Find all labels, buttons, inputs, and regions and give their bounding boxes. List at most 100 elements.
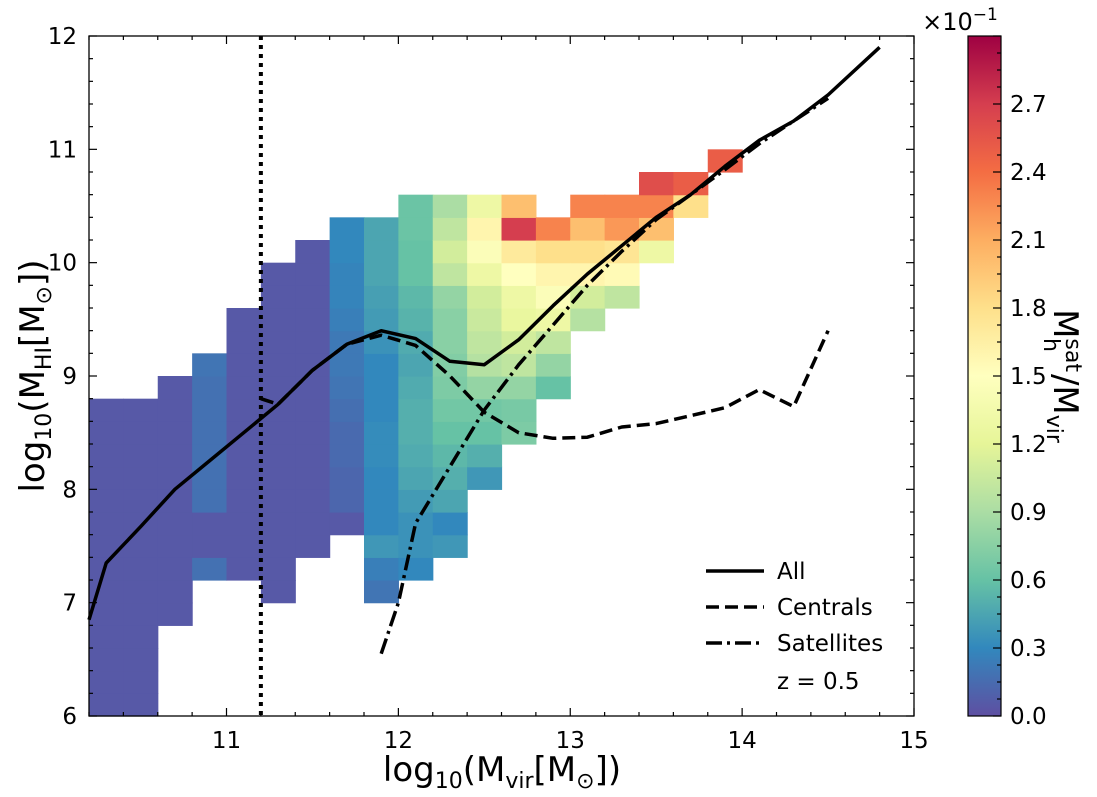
x-tick-label: 12 (384, 728, 413, 754)
heatmap-cell (260, 398, 296, 422)
heatmap-cell (295, 308, 331, 332)
heatmap-cell (260, 421, 296, 445)
heatmap-cell (501, 308, 537, 332)
heatmap-cell (364, 398, 399, 422)
colorbar-label: Msath/Mvir (1038, 309, 1085, 444)
heatmap-cell (364, 376, 399, 400)
heatmap-cell (329, 308, 365, 332)
heatmap-cell (467, 466, 503, 490)
heatmap-cell (501, 330, 537, 354)
heatmap-cell (192, 512, 228, 536)
heatmap-cell (226, 444, 262, 468)
heatmap-cell (501, 240, 537, 264)
heatmap-cell (364, 240, 399, 264)
heatmap-cell (157, 557, 193, 581)
heatmap-cell (570, 285, 606, 309)
y-tick-label: 10 (48, 251, 77, 277)
heatmap-cell (398, 308, 434, 332)
heatmap-cell (329, 489, 365, 513)
heatmap-cell (432, 398, 468, 422)
heatmap-cell (535, 353, 571, 377)
colorbar-multiplier: ×10−1 (922, 5, 998, 36)
heatmap-cell (501, 217, 537, 241)
heatmap-cell (364, 534, 399, 558)
y-tick-label: 7 (62, 591, 77, 617)
heatmap-cell (432, 534, 468, 558)
heatmap-cell (295, 444, 331, 468)
heatmap-cell (157, 398, 193, 422)
heatmap-cell (123, 534, 159, 558)
heatmap-cell (123, 444, 159, 468)
heatmap-cell (192, 466, 228, 490)
heatmap-cell (192, 444, 228, 468)
colorbar-tick-label: 2.4 (1010, 160, 1047, 186)
heatmap-cell (329, 421, 365, 445)
heatmap-cell (535, 240, 571, 264)
heatmap-cell (570, 240, 606, 264)
legend-label-all: All (777, 559, 806, 585)
heatmap-cell (432, 376, 468, 400)
heatmap-cell (226, 308, 262, 332)
heatmap-cell (157, 489, 193, 513)
heatmap-cell (501, 285, 537, 309)
heatmap-cell (123, 602, 159, 626)
heatmap-cell (639, 194, 674, 218)
heatmap-cell (295, 398, 331, 422)
colorbar-tick-label: 1.2 (1010, 432, 1047, 458)
x-tick-label: 11 (212, 728, 241, 754)
heatmap-cell (329, 217, 365, 241)
heatmap-cell (226, 376, 262, 400)
heatmap-cell (89, 693, 124, 717)
heatmap-cell (604, 217, 640, 241)
heatmap-cell (295, 421, 331, 445)
heatmap-cell (89, 466, 124, 490)
heatmap-cell (398, 262, 434, 286)
heatmap-cell (570, 217, 606, 241)
heatmap-cell (295, 489, 331, 513)
x-axis-label: log10(Mvir[M⊙]) (383, 750, 621, 794)
heatmap-cell (192, 421, 228, 445)
colorbar-ticks: 0.0 0.3 0.6 0.9 1.2 1.5 1.8 2.1 2.4 2.7 (993, 35, 1047, 730)
heatmap-cell (157, 421, 193, 445)
heatmap-cell (192, 376, 228, 400)
heatmap-cell (123, 580, 159, 604)
heatmap-cell (226, 353, 262, 377)
heatmap-cell (535, 262, 571, 286)
heatmap-cell (398, 376, 434, 400)
colorbar-tick-label: 1.8 (1010, 296, 1047, 322)
heatmap-cell (432, 330, 468, 354)
heatmap-cell (364, 444, 399, 468)
heatmap-cell (295, 534, 331, 558)
heatmap-cell (89, 421, 124, 445)
heatmap-cell (157, 534, 193, 558)
heatmap-cell (226, 512, 262, 536)
heatmap-cell (707, 149, 743, 173)
heatmap-cell (295, 240, 331, 264)
heatmap-cell (123, 670, 159, 694)
heatmap-cell (398, 285, 434, 309)
heatmap-cell (123, 693, 159, 717)
heatmap-cell (260, 489, 296, 513)
series-line-centrals (260, 329, 830, 441)
colorbar-tick-label: 2.7 (1010, 92, 1047, 118)
heatmap-cell (398, 421, 434, 445)
heatmap-cell (192, 534, 228, 558)
heatmap-cell (260, 534, 296, 558)
heatmap-cell (123, 421, 159, 445)
heatmap-cell (604, 262, 640, 286)
heatmap-cell (123, 466, 159, 490)
heatmap-cell (501, 376, 537, 400)
series-lines (87, 36, 881, 716)
heatmap-cell (260, 557, 296, 581)
heatmap-cell (192, 353, 228, 377)
y-tick-label: 11 (48, 137, 77, 163)
heatmap-cell (157, 602, 193, 626)
colorbar-tick-label: 0.3 (1010, 636, 1047, 662)
heatmap-cell (89, 670, 124, 694)
heatmap-cell (295, 466, 331, 490)
heatmap-cell (123, 398, 159, 422)
heatmap-cell (432, 240, 468, 264)
heatmap-cell (226, 489, 262, 513)
heatmap-cell (467, 444, 503, 468)
heatmap-cell (467, 194, 503, 218)
